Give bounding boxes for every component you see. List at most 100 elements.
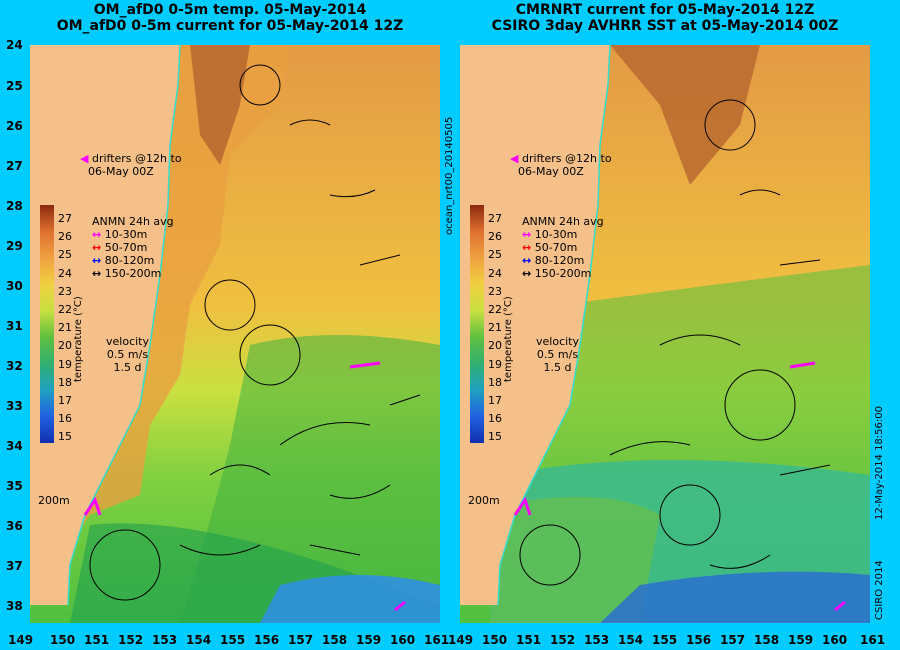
colorbar-tick: 26	[488, 230, 502, 244]
colorbar-tick: 18	[488, 375, 502, 389]
colorbar-tick: 24	[488, 266, 502, 280]
run-id-label: ocean_nrt00_20140505	[444, 116, 455, 235]
drifters-line1: drifters @12h to	[91, 152, 182, 165]
lat-tick: 34	[6, 439, 23, 453]
right-title-line1: CMRNRT current for 05-May-2014 12Z	[515, 2, 815, 18]
credit-label: CSIRO 2014	[874, 560, 885, 620]
lon-tick: 159	[356, 633, 382, 647]
drifters-label: ◀ drifters @12h to 06-May 00Z	[80, 152, 182, 178]
colorbar-ticks-left: 27 26 25 24 23 22 21 20 19 18 17 16 15	[58, 210, 72, 447]
lon-tick: 156	[254, 633, 280, 647]
colorbar-tick: 20	[488, 339, 502, 353]
anmn-item: ↔ 80-120m	[92, 254, 155, 267]
colorbar-tick: 18	[58, 375, 72, 389]
lon-tick: 159	[788, 633, 814, 647]
colorbar-tick: 22	[488, 303, 502, 317]
lon-tick: 160	[390, 633, 416, 647]
lon-tick: 149	[8, 633, 34, 647]
colorbar-tick: 19	[58, 357, 72, 371]
anmn-item-label: 10-30m	[104, 228, 148, 241]
anmn-item-label: 50-70m	[534, 241, 578, 254]
lon-tick: 158	[754, 633, 780, 647]
anmn-item-label: 80-120m	[534, 254, 585, 267]
lat-tick: 29	[6, 239, 23, 253]
velocity-scale-right: velocity 0.5 m/s 1.5 d	[536, 335, 579, 374]
lat-tick: 27	[6, 159, 23, 173]
colorbar-tick: 24	[58, 266, 72, 280]
lon-tick: 150	[482, 633, 508, 647]
lon-tick: 161	[860, 633, 886, 647]
colorbar-tick: 21	[58, 321, 72, 335]
lat-tick: 25	[6, 79, 23, 93]
colorbar-tick: 19	[488, 357, 502, 371]
lon-tick: 152	[550, 633, 576, 647]
right-map	[460, 45, 870, 623]
lat-tick: 32	[6, 359, 23, 373]
lon-tick: 152	[118, 633, 144, 647]
anmn-item-label: 10-30m	[534, 228, 578, 241]
anmn-item-label: 150-200m	[534, 267, 592, 280]
left-map	[30, 45, 440, 623]
lon-tick: 154	[186, 633, 212, 647]
colorbar-tick: 22	[58, 303, 72, 317]
anmn-legend-title: ANMN 24h avg	[522, 215, 604, 228]
lon-tick: 149	[448, 633, 474, 647]
anmn-item-label: 80-120m	[104, 254, 155, 267]
anmn-legend-right: ANMN 24h avg ↔ 10-30m ↔ 50-70m ↔ 80-120m…	[522, 215, 604, 280]
right-title-line2: CSIRO 3day AVHRR SST at 05-May-2014 00Z	[491, 18, 839, 34]
anmn-item-label: 150-200m	[104, 267, 162, 280]
lon-tick: 160	[822, 633, 848, 647]
anmn-item: ↔ 10-30m	[92, 228, 148, 241]
lon-tick: 151	[516, 633, 542, 647]
colorbar-title-left: temperature (°C)	[73, 296, 84, 382]
anmn-item: ↔ 50-70m	[92, 241, 148, 254]
velocity-label: velocity	[106, 335, 149, 348]
lat-tick: 28	[6, 199, 23, 213]
colorbar-tick: 15	[58, 430, 72, 444]
lat-tick: 36	[6, 519, 23, 533]
lat-tick: 35	[6, 479, 23, 493]
depth-label-left: 200m	[38, 494, 70, 507]
drifters-line2: 06-May 00Z	[518, 165, 584, 178]
drifters-label-right: ◀ drifters @12h to 06-May 00Z	[510, 152, 612, 178]
lon-tick: 158	[322, 633, 348, 647]
colorbar-tick: 15	[488, 430, 502, 444]
velocity-time: 1.5 d	[543, 361, 572, 374]
lat-tick: 24	[6, 38, 23, 52]
anmn-legend-left: ANMN 24h avg ↔ 10-30m ↔ 50-70m ↔ 80-120m…	[92, 215, 174, 280]
lon-tick: 157	[720, 633, 746, 647]
colorbar-tick: 25	[488, 248, 502, 262]
left-title-line2: OM_afD0 0-5m current for 05-May-2014 12Z	[56, 18, 404, 34]
colorbar-right	[470, 205, 484, 443]
lat-tick: 31	[6, 319, 23, 333]
lon-tick: 154	[618, 633, 644, 647]
lon-tick: 157	[288, 633, 314, 647]
colorbar-tick: 16	[488, 412, 502, 426]
lon-tick: 153	[152, 633, 178, 647]
drifters-line2: 06-May 00Z	[88, 165, 154, 178]
lat-tick: 30	[6, 279, 23, 293]
depth-label-right: 200m	[468, 494, 500, 507]
lon-tick: 150	[50, 633, 76, 647]
drifters-line1: drifters @12h to	[521, 152, 612, 165]
lat-tick: 33	[6, 399, 23, 413]
anmn-item: ↔ 150-200m	[92, 267, 162, 280]
lat-tick: 26	[6, 119, 23, 133]
lat-tick: 37	[6, 559, 23, 573]
anmn-legend-title: ANMN 24h avg	[92, 215, 174, 228]
colorbar-tick: 23	[58, 284, 72, 298]
timestamp-label: 12-May-2014 18:56:00	[874, 406, 885, 520]
lon-tick: 155	[652, 633, 678, 647]
velocity-scale-left: velocity 0.5 m/s 1.5 d	[106, 335, 149, 374]
colorbar-tick: 16	[58, 412, 72, 426]
colorbar-tick: 17	[58, 394, 72, 408]
colorbar-tick: 25	[58, 248, 72, 262]
colorbar-tick: 20	[58, 339, 72, 353]
velocity-time: 1.5 d	[113, 361, 142, 374]
velocity-value: 0.5 m/s	[536, 348, 579, 361]
colorbar-tick: 26	[58, 230, 72, 244]
anmn-item: ↔ 150-200m	[522, 267, 592, 280]
lon-tick: 156	[686, 633, 712, 647]
anmn-item: ↔ 80-120m	[522, 254, 585, 267]
colorbar-title-right: temperature (°C)	[503, 296, 514, 382]
